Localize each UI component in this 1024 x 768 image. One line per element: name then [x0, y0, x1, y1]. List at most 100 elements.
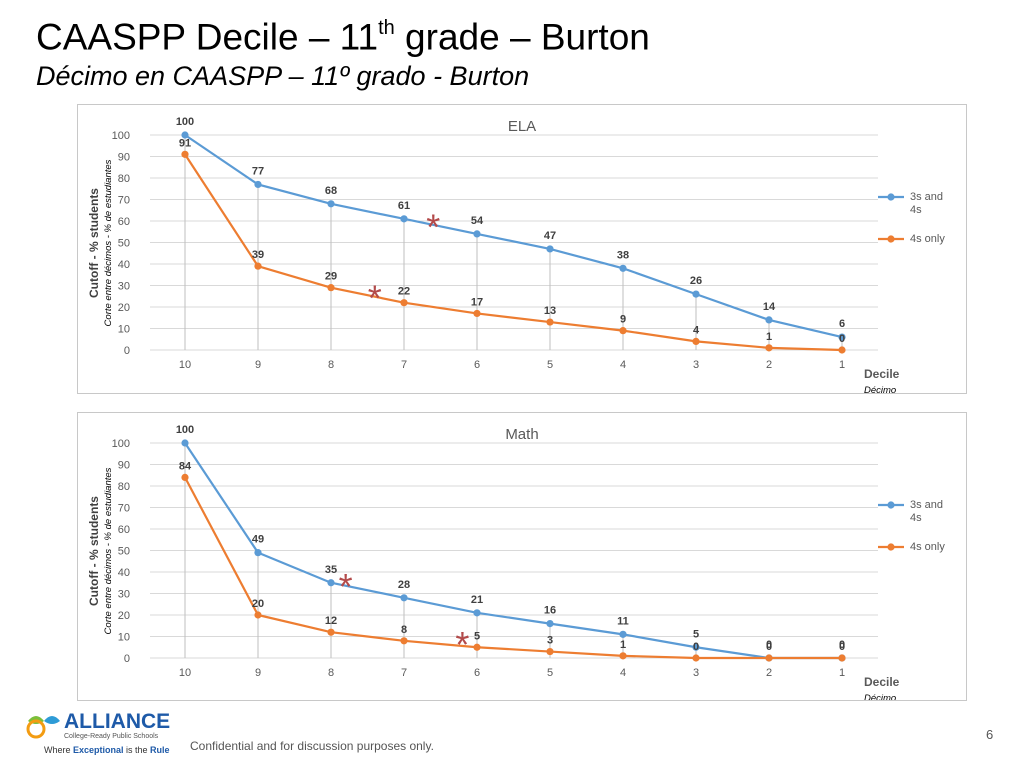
data-label: 0 — [839, 641, 845, 653]
logo-slogan: Where Exceptional is the Rule — [44, 745, 170, 755]
legend-label: 4s only — [910, 233, 945, 245]
y-tick-label: 20 — [118, 302, 130, 314]
alliance-logo: ALLIANCE College-Ready Public Schools Wh… — [26, 710, 170, 755]
x-tick-label: 4 — [620, 667, 626, 679]
title-rest: grade – Burton — [394, 16, 650, 58]
slogan-part-2: Exceptional — [73, 745, 124, 755]
data-label: 6 — [839, 318, 845, 330]
x-tick-label: 2 — [766, 359, 772, 371]
data-point — [473, 609, 481, 617]
legend-label-line: 3s and — [910, 191, 943, 203]
data-point — [254, 262, 262, 270]
title-english: CAASPP Decile – 11th grade – Burton — [36, 8, 650, 59]
y-tick-label: 50 — [118, 238, 130, 250]
data-label: 8 — [401, 624, 407, 636]
asterisk-marker: * — [426, 206, 440, 247]
data-point — [400, 215, 408, 223]
data-label: 0 — [766, 641, 772, 653]
chart-title: Math — [505, 426, 538, 443]
data-label: 17 — [471, 296, 483, 308]
data-label: 29 — [325, 271, 337, 283]
math-chart-panel: 0 10 20 30 40 50 60 70 80 90 100 10 9 8 7 6 5 4 3 2 1 Math Cut… — [77, 412, 967, 701]
data-point — [765, 316, 773, 324]
legend-marker — [887, 193, 895, 201]
y-tick-label: 100 — [112, 438, 130, 450]
y-tick-label: 10 — [118, 324, 130, 336]
y-tick-label: 0 — [124, 653, 130, 665]
legend-marker — [887, 543, 895, 551]
legend-marker — [887, 235, 895, 243]
x-tick-label: 7 — [401, 359, 407, 371]
data-label: 14 — [763, 301, 776, 313]
data-point — [546, 620, 554, 628]
data-label: 91 — [179, 137, 191, 149]
x-tick-label: 8 — [328, 359, 334, 371]
data-point — [473, 230, 481, 238]
x-axis-label-spanish: Décimo — [864, 385, 896, 393]
data-label: 22 — [398, 286, 410, 298]
x-tick-label: 6 — [474, 667, 480, 679]
data-point — [546, 318, 554, 326]
data-label: 49 — [252, 534, 264, 546]
series-line-four-only — [184, 153, 843, 352]
x-tick-label: 6 — [474, 359, 480, 371]
y-tick-label: 20 — [118, 610, 130, 622]
y-axis-label-spanish: Corte entre décimos - % de estudiantes — [103, 159, 114, 326]
x-tick-label: 4 — [620, 359, 626, 371]
y-tick-label: 70 — [118, 503, 130, 515]
data-label: 20 — [252, 598, 264, 610]
title-main: CAASPP Decile – 11 — [36, 16, 379, 58]
title-superscript: th — [378, 17, 395, 39]
x-tick-label: 5 — [547, 667, 553, 679]
legend-label: 3s and 4s — [910, 191, 943, 216]
y-tick-label: 0 — [124, 345, 130, 357]
legend-label: 3s and 4s — [910, 499, 943, 524]
series-line-three-and-four — [184, 442, 842, 660]
y-tick-label: 30 — [118, 281, 130, 293]
data-point — [473, 643, 481, 651]
data-point — [692, 337, 700, 345]
x-tick-label: 2 — [766, 667, 772, 679]
y-axis-label-spanish: Corte entre décimos - % de estudiantes — [103, 467, 114, 634]
data-point — [619, 264, 627, 272]
data-point — [546, 245, 554, 253]
data-label: 3 — [547, 635, 553, 647]
data-point — [838, 654, 846, 662]
slide-title: CAASPP Decile – 11th grade – Burton Déci… — [36, 8, 650, 93]
data-label: 54 — [471, 215, 484, 227]
legend-label-line: 4s only — [910, 541, 945, 553]
data-label: 35 — [325, 564, 337, 576]
y-tick-label: 30 — [118, 589, 130, 601]
data-point — [838, 333, 846, 341]
y-tick-label: 80 — [118, 481, 130, 493]
x-tick-label: 8 — [328, 667, 334, 679]
data-point — [765, 654, 773, 662]
data-point — [692, 643, 700, 651]
data-label: 0 — [693, 641, 699, 653]
x-tick-label: 5 — [547, 359, 553, 371]
x-tick-label: 9 — [255, 667, 261, 679]
data-point — [546, 647, 554, 656]
x-tick-label: 3 — [693, 667, 699, 679]
data-label: 38 — [617, 249, 629, 261]
data-point — [473, 309, 481, 318]
title-spanish: Décimo en CAASPP – 11º grado - Burton — [36, 61, 530, 92]
data-label: 0 — [839, 639, 845, 651]
data-label: 13 — [544, 305, 556, 317]
data-label: 68 — [325, 185, 337, 197]
data-point — [400, 299, 408, 307]
data-label: 5 — [474, 630, 480, 642]
data-label: 61 — [398, 200, 410, 212]
data-label: 77 — [252, 165, 264, 177]
data-point — [692, 654, 700, 662]
data-label: 9 — [620, 314, 626, 326]
data-point — [765, 344, 773, 352]
legend-label-line: 3s and — [910, 499, 943, 511]
logo-name: ALLIANCE — [64, 710, 170, 733]
data-label: 100 — [176, 424, 194, 436]
data-point — [254, 549, 262, 557]
data-label: 0 — [766, 639, 772, 651]
slogan-part-3: is the — [124, 745, 151, 755]
y-tick-label: 80 — [118, 173, 130, 185]
